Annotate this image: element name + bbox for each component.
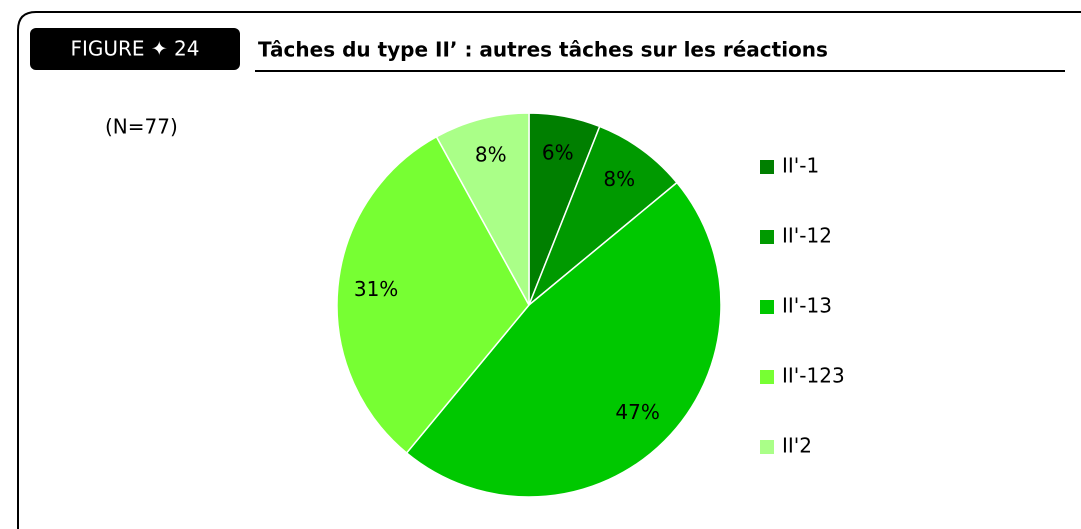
legend-label: II'-13 bbox=[782, 294, 832, 318]
legend-label: II'2 bbox=[782, 434, 812, 458]
data-label: 8% bbox=[475, 143, 507, 167]
pie-slice bbox=[405, 181, 722, 498]
legend-label: II'-123 bbox=[782, 364, 845, 388]
frame bbox=[17, 11, 1081, 529]
data-label: 8% bbox=[603, 167, 635, 191]
legend-swatch bbox=[760, 370, 774, 384]
legend-swatch bbox=[760, 440, 774, 454]
chart-title: Tâches du type II’ : autres tâches sur l… bbox=[258, 38, 828, 62]
pie-slice bbox=[336, 135, 530, 454]
pie-slice bbox=[528, 125, 678, 306]
data-label: 47% bbox=[615, 400, 659, 424]
legend-label: II'-12 bbox=[782, 224, 832, 248]
figure-label: FIGURE ✦ 24 bbox=[71, 37, 200, 61]
legend-swatch bbox=[760, 230, 774, 244]
data-label: 31% bbox=[354, 277, 398, 301]
legend-swatch bbox=[760, 160, 774, 174]
annotation: (N=77) bbox=[105, 115, 178, 139]
pie-slice bbox=[435, 112, 530, 306]
legend-swatch bbox=[760, 300, 774, 314]
data-label: 6% bbox=[542, 141, 574, 165]
legend-label: II'-1 bbox=[782, 154, 819, 178]
figure-label-box bbox=[30, 28, 240, 70]
